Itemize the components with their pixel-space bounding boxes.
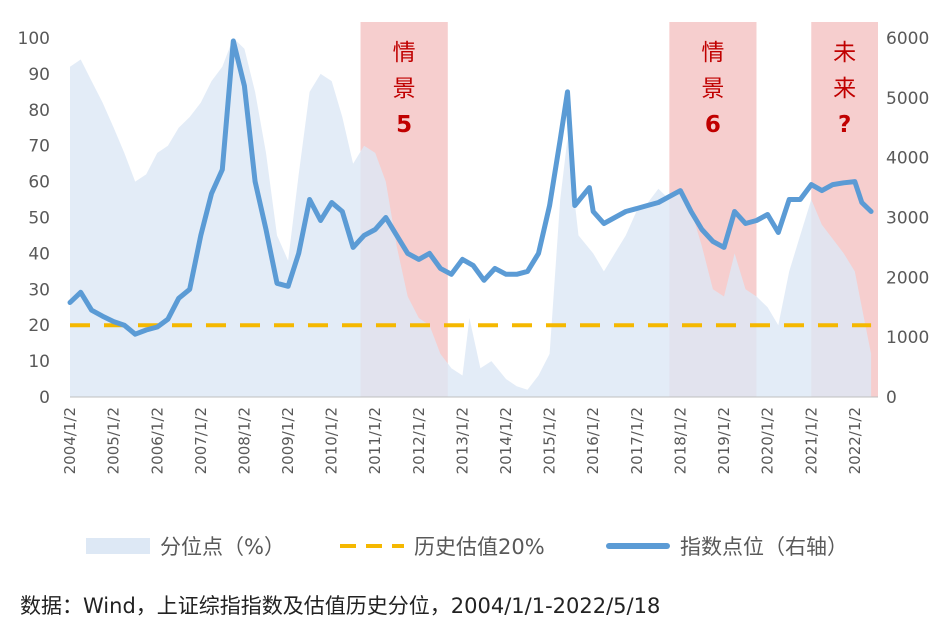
y-right-tick-2000: 2000 (886, 268, 929, 288)
legend-item-index: 指数点位（右轴） (606, 530, 848, 562)
x-ticks: 2004/1/2 2005/1/2 2006/1/2 2007/1/2 2008/1/2… (61, 407, 864, 474)
y-left-ticks: 0 10 20 30 40 50 60 70 80 90 100 (18, 29, 50, 408)
y-right-tick-0: 0 (886, 388, 897, 408)
y-right-tick-6000: 6000 (886, 29, 929, 49)
x-tick-2013/1/2: 2013/1/2 (454, 407, 472, 474)
y-left-tick-70: 70 (28, 137, 50, 157)
scenario-label-1-line-1: 情 (393, 40, 416, 66)
y-right-tick-3000: 3000 (886, 209, 929, 229)
x-tick-2005/1/2: 2005/1/2 (105, 407, 123, 474)
percentile-area (70, 38, 872, 397)
index-line (67, 38, 874, 337)
footnote: 数据：Wind，上证综指指数及估值历史分位，2004/1/1-2022/5/18 (20, 594, 661, 618)
scenario-label-3-line-1: 未 (833, 40, 856, 66)
x-tick-2018/1/2: 2018/1/2 (671, 407, 689, 474)
x-tick-2017/1/2: 2017/1/2 (628, 407, 646, 474)
scenario-label-3-line-3: ? (838, 112, 851, 138)
x-tick-2011/1/2: 2011/1/2 (366, 407, 384, 474)
y-left-tick-10: 10 (28, 352, 50, 372)
x-tick-2007/1/2: 2007/1/2 (192, 407, 210, 474)
x-tick-2022/1/2: 2022/1/2 (846, 407, 864, 474)
legend-swatch-percentile (86, 538, 150, 554)
legend-item-threshold: 历史估值20% (340, 530, 545, 562)
y-left-tick-90: 90 (28, 65, 50, 85)
y-right-ticks: 0 1000 2000 3000 4000 5000 6000 (886, 29, 929, 408)
scenario-label-1-line-3: 5 (396, 112, 412, 138)
x-tick-2020/1/2: 2020/1/2 (759, 407, 777, 474)
x-tick-2015/1/2: 2015/1/2 (541, 407, 559, 474)
x-tick-2019/1/2: 2019/1/2 (715, 407, 733, 474)
legend-label-index: 指数点位（右轴） (680, 535, 848, 559)
y-right-tick-5000: 5000 (886, 89, 929, 109)
y-left-tick-40: 40 (28, 244, 50, 264)
legend: 分位点（%） 历史估值20% 指数点位（右轴） (0, 530, 949, 562)
x-tick-2006/1/2: 2006/1/2 (148, 407, 166, 474)
x-tick-2014/1/2: 2014/1/2 (497, 407, 515, 474)
y-right-tick-4000: 4000 (886, 149, 929, 169)
percentile-area-layer (70, 38, 872, 397)
y-left-tick-60: 60 (28, 173, 50, 193)
index-line-layer (67, 38, 874, 337)
legend-label-percentile: 分位点（%） (160, 535, 285, 559)
y-left-tick-80: 80 (28, 101, 50, 121)
scenario-label-2-line-3: 6 (705, 112, 721, 138)
legend-swatch-threshold (340, 544, 404, 548)
legend-item-percentile: 分位点（%） (86, 530, 285, 562)
x-tick-2008/1/2: 2008/1/2 (235, 407, 253, 474)
y-left-tick-100: 100 (18, 29, 50, 49)
scenario-label-3-line-2: 来 (833, 76, 856, 102)
x-tick-2021/1/2: 2021/1/2 (802, 407, 820, 474)
y-left-tick-50: 50 (28, 209, 50, 229)
scenario-label-2-line-1: 情 (701, 40, 724, 66)
x-tick-2004/1/2: 2004/1/2 (61, 407, 79, 474)
scenario-label-1-line-2: 景 (393, 76, 416, 102)
legend-swatch-index (606, 543, 670, 549)
scenario-label-2-line-2: 景 (701, 76, 724, 102)
y-right-tick-1000: 1000 (886, 328, 929, 348)
x-tick-2012/1/2: 2012/1/2 (410, 407, 428, 474)
x-tick-2009/1/2: 2009/1/2 (279, 407, 297, 474)
y-left-tick-0: 0 (39, 388, 50, 408)
x-tick-2016/1/2: 2016/1/2 (584, 407, 602, 474)
y-left-tick-20: 20 (28, 316, 50, 336)
x-tick-2010/1/2: 2010/1/2 (323, 407, 341, 474)
y-left-tick-30: 30 (28, 280, 50, 300)
legend-label-threshold: 历史估值20% (414, 535, 545, 559)
